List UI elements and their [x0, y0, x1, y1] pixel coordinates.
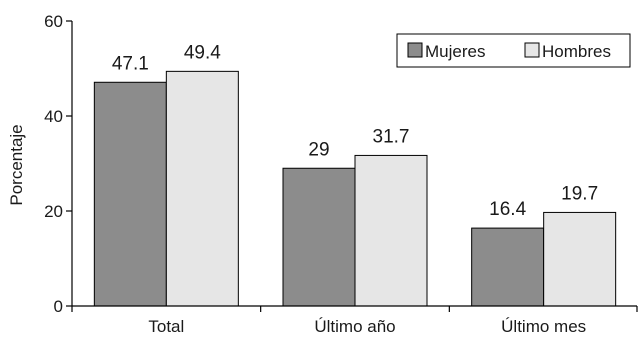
- value-label-mujeres-total: 47.1: [112, 53, 149, 74]
- legend-swatch-hombres: [524, 42, 540, 58]
- legend-swatch-mujeres: [407, 42, 423, 58]
- value-label-mujeres-ultimo-ano: 29: [308, 139, 329, 160]
- value-label-hombres-ultimo-ano: 31.7: [373, 126, 410, 147]
- bar-mujeres-ultimo-ano: [282, 167, 356, 307]
- value-label-hombres-ultimo-mes: 19.7: [561, 183, 598, 204]
- legend-box: [396, 33, 631, 68]
- x-tick-label-total: Total: [148, 317, 184, 336]
- bar-hombres-ultimo-ano: [354, 154, 428, 307]
- y-tick-label-40: 40: [44, 107, 63, 126]
- bar-mujeres-total: [93, 81, 167, 307]
- y-tick-label-20: 20: [44, 202, 63, 221]
- value-label-hombres-total: 49.4: [184, 42, 221, 63]
- y-tick-label-60: 60: [44, 12, 63, 31]
- x-tick-label-ultimo-ano: Último año: [314, 317, 395, 336]
- bar-mujeres-ultimo-mes: [471, 227, 545, 307]
- legend-label-mujeres: Mujeres: [425, 42, 485, 61]
- value-label-mujeres-ultimo-mes: 16.4: [489, 199, 526, 220]
- y-tick-label-0: 0: [54, 297, 63, 316]
- legend-label-hombres: Hombres: [542, 42, 611, 61]
- x-tick-label-ultimo-mes: Último mes: [501, 317, 586, 336]
- y-axis-title: Porcentaje: [7, 124, 26, 205]
- bar-hombres-total: [165, 70, 239, 307]
- legend: Mujeres Hombres: [396, 33, 631, 68]
- bar-hombres-ultimo-mes: [543, 211, 617, 307]
